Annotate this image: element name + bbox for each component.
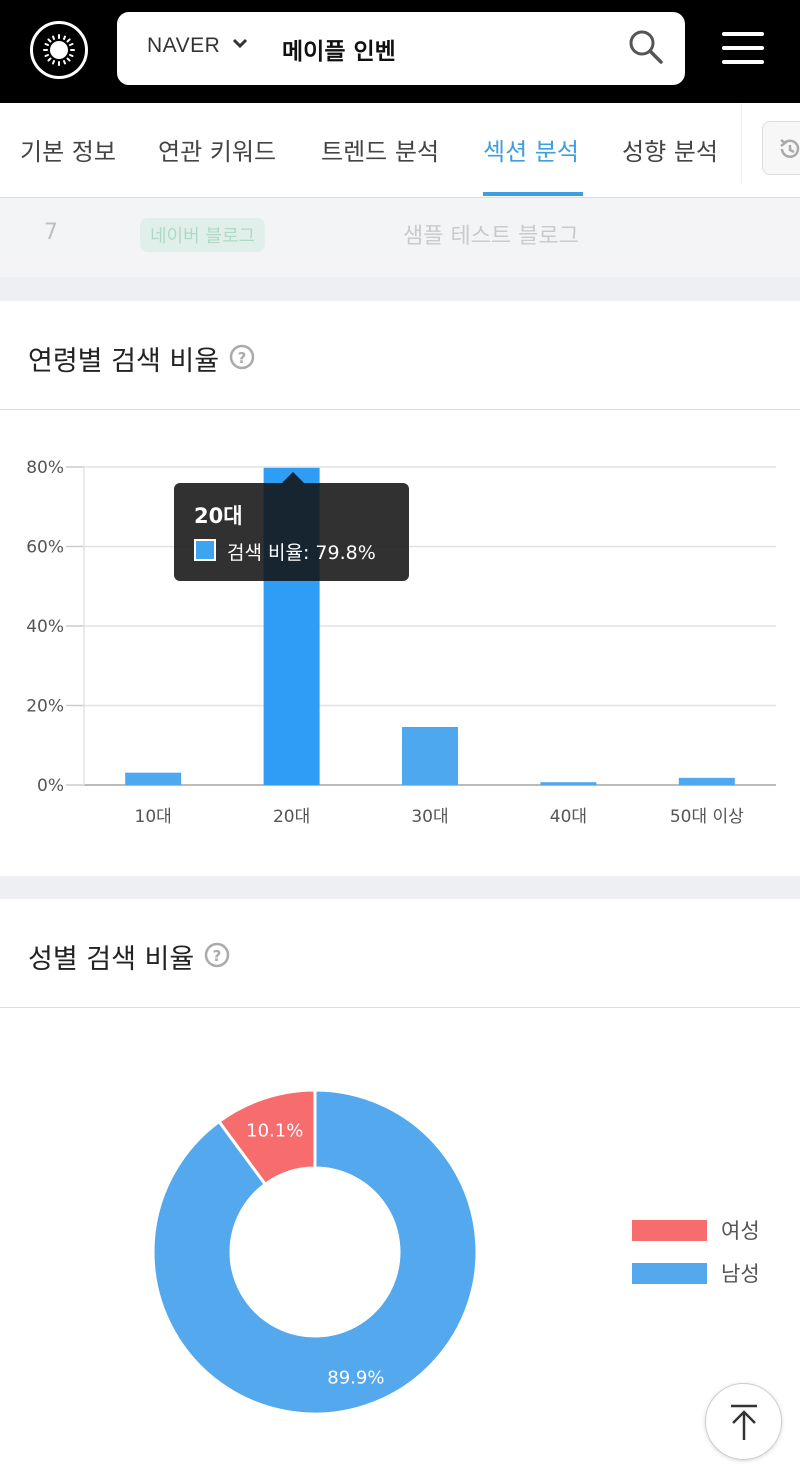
x-tick-label: 30대: [411, 807, 448, 827]
tooltip-arrow: [282, 472, 304, 483]
bar: [678, 777, 735, 785]
tab-trend-analysis[interactable]: 트렌드 분석: [321, 138, 440, 166]
tab-bar: 기본 정보 연관 키워드 트렌드 분석 섹션 분석 성향 분석: [0, 103, 800, 198]
active-tab-indicator: [483, 192, 583, 196]
card-title: 성별 검색 비율?: [28, 937, 230, 976]
svg-text:?: ?: [213, 947, 222, 965]
pie-slice: [151, 1088, 479, 1416]
search-box[interactable]: NAVER 메이플 인벤: [117, 12, 685, 85]
bar: [402, 726, 458, 785]
card-title: 연령별 검색 비율?: [28, 339, 255, 378]
top-bar: NAVER 메이플 인벤: [0, 0, 800, 103]
arrow-up-icon: [730, 1404, 757, 1440]
history-button[interactable]: [762, 121, 800, 175]
svg-text:?: ?: [238, 349, 247, 367]
bar: [540, 782, 597, 785]
tab-basic-info[interactable]: 기본 정보: [20, 138, 116, 166]
tooltip-swatch: [194, 539, 216, 561]
help-icon[interactable]: ?: [204, 942, 230, 975]
slice-label: 10.1%: [246, 1120, 303, 1141]
help-icon[interactable]: ?: [229, 344, 255, 377]
y-tick-label: 20%: [26, 697, 64, 717]
tooltip-value: 검색 비율: 79.8%: [227, 542, 376, 564]
x-tick-label: 10대: [135, 807, 172, 827]
item-title[interactable]: 샘플 테스트 블로그: [403, 224, 579, 249]
tab-section-analysis[interactable]: 섹션 분석: [483, 138, 579, 166]
tab-related-keywords[interactable]: 연관 키워드: [158, 138, 277, 166]
x-tick-label: 40대: [550, 807, 587, 827]
y-tick-label: 0%: [37, 776, 64, 796]
y-tick-label: 60%: [26, 538, 64, 558]
legend-label: 남성: [721, 1262, 760, 1286]
slice-label: 89.9%: [327, 1367, 384, 1388]
gender-donut-chart: 10.1% 89.9%: [151, 1088, 479, 1416]
x-tick-label: 20대: [273, 807, 310, 827]
engine-select[interactable]: NAVER: [147, 34, 221, 57]
history-icon: [780, 139, 800, 158]
chart-tooltip: 20대 검색 비율: 79.8%: [174, 483, 409, 581]
logo-icon[interactable]: [30, 21, 88, 79]
search-input[interactable]: 메이플 인벤: [282, 39, 396, 65]
rank-number: 7: [44, 220, 58, 245]
legend-label: 여성: [721, 1219, 760, 1243]
menu-icon[interactable]: [722, 32, 764, 66]
chevron-down-icon[interactable]: [232, 38, 248, 50]
divider: [0, 409, 800, 410]
bar: [125, 772, 182, 785]
tab-tendency-analysis[interactable]: 성향 분석: [622, 138, 718, 166]
scroll-top-button[interactable]: [705, 1383, 782, 1460]
y-tick-label: 40%: [26, 617, 64, 637]
divider: [0, 1007, 800, 1008]
age-card-title: 연령별 검색 비율: [28, 346, 220, 377]
legend-swatch: [632, 1263, 707, 1284]
legend-swatch: [632, 1220, 707, 1241]
tab-divider: [741, 103, 742, 183]
list-item[interactable]: 7 네이버 블로그 샘플 테스트 블로그: [0, 198, 800, 277]
x-tick-label: 50대 이상: [670, 807, 744, 827]
tooltip-title: 20대: [194, 504, 243, 528]
gender-card-title: 성별 검색 비율: [28, 944, 195, 975]
y-tick-label: 80%: [26, 458, 64, 478]
section-badge: 네이버 블로그: [140, 218, 266, 252]
search-icon[interactable]: [627, 28, 665, 66]
